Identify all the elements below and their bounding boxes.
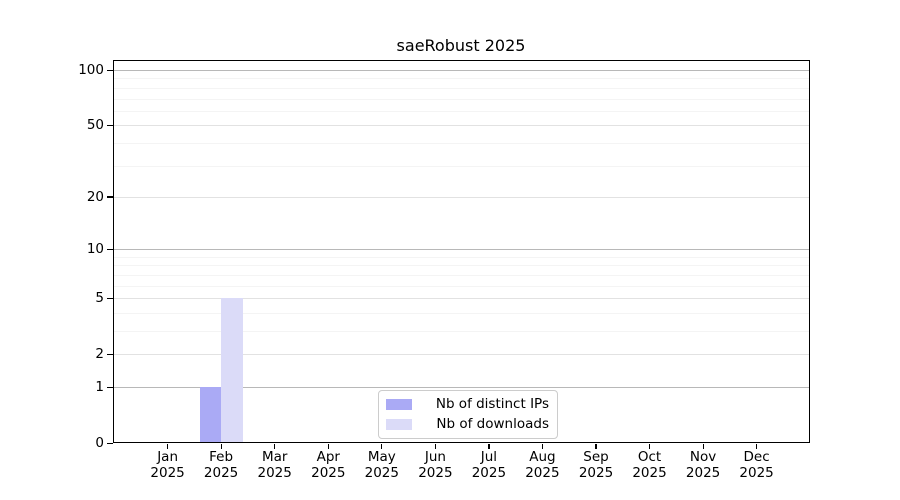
x-axis-tick-label: Aug 2025 xyxy=(510,449,574,481)
y-major-gridline xyxy=(114,70,809,71)
plot-area xyxy=(113,60,810,443)
y-major-gridline xyxy=(114,125,809,127)
x-axis-tick xyxy=(434,444,437,449)
y-major-gridline xyxy=(114,354,809,356)
bar-downloads xyxy=(221,298,243,443)
x-axis-tick-year: 2025 xyxy=(685,465,721,481)
y-minor-gridline xyxy=(114,142,809,144)
y-minor-gridline xyxy=(114,87,809,89)
y-major-gridline xyxy=(114,387,809,388)
y-axis-tick-label: 0 xyxy=(95,435,104,451)
x-axis-tick-label: Nov 2025 xyxy=(671,449,735,481)
x-axis-tick-label: Feb 2025 xyxy=(189,449,253,481)
y-major-gridline xyxy=(114,249,809,251)
y-minor-gridline xyxy=(114,331,809,332)
chart-title: saeRobust 2025 xyxy=(396,36,526,55)
legend-label-distinct-ips: Nb of distinct IPs xyxy=(435,396,549,413)
y-axis-tick xyxy=(107,124,113,126)
y-major-gridline xyxy=(114,196,809,198)
x-axis-tick-label: Jul 2025 xyxy=(457,449,521,481)
x-axis-tick-year: 2025 xyxy=(632,465,667,481)
x-axis-tick xyxy=(595,444,597,449)
y-axis-tick xyxy=(107,297,113,299)
x-axis-tick-year: 2025 xyxy=(578,465,614,481)
x-axis-tick-year: 2025 xyxy=(525,465,560,481)
legend-item-distinct-ips: Nb of distinct IPs xyxy=(386,396,549,413)
x-axis-tick-label: Jan 2025 xyxy=(136,449,200,481)
y-axis-tick-label: 2 xyxy=(95,346,104,363)
y-minor-gridline xyxy=(114,285,809,287)
x-axis-tick-year: 2025 xyxy=(471,465,507,481)
y-minor-gridline xyxy=(114,256,809,258)
y-minor-gridline xyxy=(114,165,809,167)
y-major-gridline xyxy=(114,298,809,300)
x-axis-tick-year: 2025 xyxy=(257,465,292,481)
x-axis-tick xyxy=(381,444,383,449)
x-axis-tick xyxy=(274,444,276,449)
x-axis-tick-label: Apr 2025 xyxy=(296,449,360,481)
x-axis-tick xyxy=(702,444,704,449)
x-axis-tick-year: 2025 xyxy=(418,465,453,481)
y-minor-gridline xyxy=(114,274,809,276)
y-minor-gridline xyxy=(114,265,809,267)
x-axis-tick-year: 2025 xyxy=(364,465,399,481)
x-axis-tick-year: 2025 xyxy=(150,465,185,481)
legend-swatch-distinct-ips-icon xyxy=(386,399,412,411)
y-axis-tick-label: 5 xyxy=(95,290,104,307)
y-minor-gridline xyxy=(114,98,809,100)
y-axis-tick-label: 1 xyxy=(95,379,104,395)
legend: Nb of distinct IPs Nb of downloads xyxy=(378,390,558,439)
x-axis-tick-label: Oct 2025 xyxy=(618,449,682,481)
y-axis-tick xyxy=(107,442,113,444)
x-axis-tick xyxy=(327,444,329,449)
legend-swatch-downloads-icon xyxy=(386,418,412,430)
x-axis-tick-label: Sep 2025 xyxy=(564,449,628,481)
y-axis-tick-label: 100 xyxy=(78,62,104,78)
legend-item-downloads: Nb of downloads xyxy=(386,416,549,433)
x-axis-tick xyxy=(756,444,758,449)
x-axis-tick-label: Jun 2025 xyxy=(403,449,467,481)
x-axis-tick-label: May 2025 xyxy=(350,449,414,481)
y-minor-gridline xyxy=(114,78,809,80)
legend-label-downloads: Nb of downloads xyxy=(436,415,549,432)
y-axis-tick-label: 10 xyxy=(86,241,104,258)
x-axis-tick-year: 2025 xyxy=(203,465,239,481)
y-axis-tick xyxy=(107,196,113,198)
x-axis-tick xyxy=(648,444,651,449)
y-minor-gridline xyxy=(114,312,809,314)
x-axis-tick-label: Mar 2025 xyxy=(243,449,307,481)
x-axis-tick-year: 2025 xyxy=(739,465,774,481)
x-axis-tick xyxy=(167,444,169,449)
x-axis-tick xyxy=(541,444,544,449)
x-axis-tick xyxy=(220,444,222,449)
y-axis-tick xyxy=(107,248,113,250)
x-axis-tick-year: 2025 xyxy=(311,465,346,481)
bar-distinct-ips xyxy=(199,387,222,443)
y-axis-tick xyxy=(107,386,113,388)
y-axis-tick-label: 20 xyxy=(86,188,104,205)
x-axis-tick-label: Dec 2025 xyxy=(725,449,789,481)
y-axis-tick xyxy=(107,353,113,355)
y-minor-gridline xyxy=(114,110,809,112)
y-axis-tick xyxy=(107,69,113,71)
y-axis-tick-label: 50 xyxy=(86,117,104,134)
x-axis-tick xyxy=(488,444,490,449)
